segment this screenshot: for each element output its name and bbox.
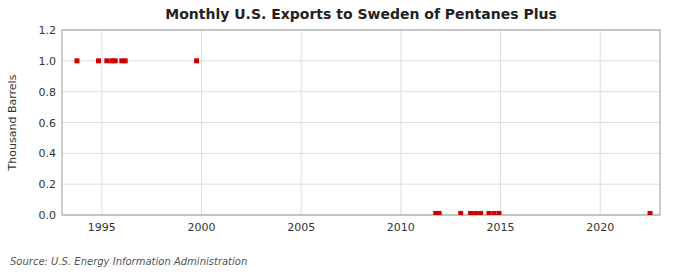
- grid: [62, 30, 660, 215]
- y-grid-line: [62, 184, 660, 185]
- y-tick-label: 1.2: [39, 24, 57, 37]
- y-tick-label: 0.2: [39, 178, 57, 191]
- point: [123, 58, 128, 63]
- point: [496, 211, 501, 215]
- point: [486, 211, 491, 215]
- chart-container: 1995 2000 2005 2010 2015 2020 0.0 0.2 0.4 0.6 0.8 1…: [0, 0, 675, 275]
- y-tick-label: 1.0: [39, 55, 57, 68]
- point: [648, 211, 653, 215]
- point: [113, 58, 118, 63]
- point: [473, 211, 478, 215]
- point: [491, 211, 496, 215]
- plot-frame: [62, 30, 660, 215]
- chart-svg: 1995 2000 2005 2010 2015 2020 0.0 0.2 0.4 0.6 0.8 1…: [0, 0, 675, 275]
- y-tick-label: 0.4: [39, 147, 57, 160]
- x-tick-label: 2005: [287, 221, 315, 234]
- point: [437, 211, 442, 215]
- x-tick-label: 2000: [188, 221, 216, 234]
- y-grid-line: [62, 153, 660, 154]
- points: [74, 58, 652, 215]
- point: [74, 58, 79, 63]
- title: Monthly U.S. Exports to Sweden of Pentan…: [165, 6, 557, 22]
- point: [458, 211, 463, 215]
- x-tick-label: 2015: [487, 221, 515, 234]
- x-tick-label: 2010: [387, 221, 415, 234]
- y-grid-line: [62, 91, 660, 92]
- y-axis-label: Thousand Barrels: [6, 74, 19, 171]
- x-tick-label: 1995: [88, 221, 116, 234]
- y-grid-line: [62, 60, 660, 61]
- source-note: Source: U.S. Energy Information Administ…: [10, 256, 247, 267]
- point: [194, 58, 199, 63]
- x-tick-label: 2020: [586, 221, 614, 234]
- point: [478, 211, 483, 215]
- point: [468, 211, 473, 215]
- y-tick-label: 0.0: [39, 209, 57, 222]
- point: [96, 58, 101, 63]
- y-tick-label: 0.6: [39, 117, 57, 130]
- y-tick-label: 0.8: [39, 86, 57, 99]
- y-grid-line: [62, 122, 660, 123]
- point: [104, 58, 109, 63]
- axes: 1995 2000 2005 2010 2015 2020 0.0 0.2 0.4 0.6 0.8 1…: [39, 24, 661, 234]
